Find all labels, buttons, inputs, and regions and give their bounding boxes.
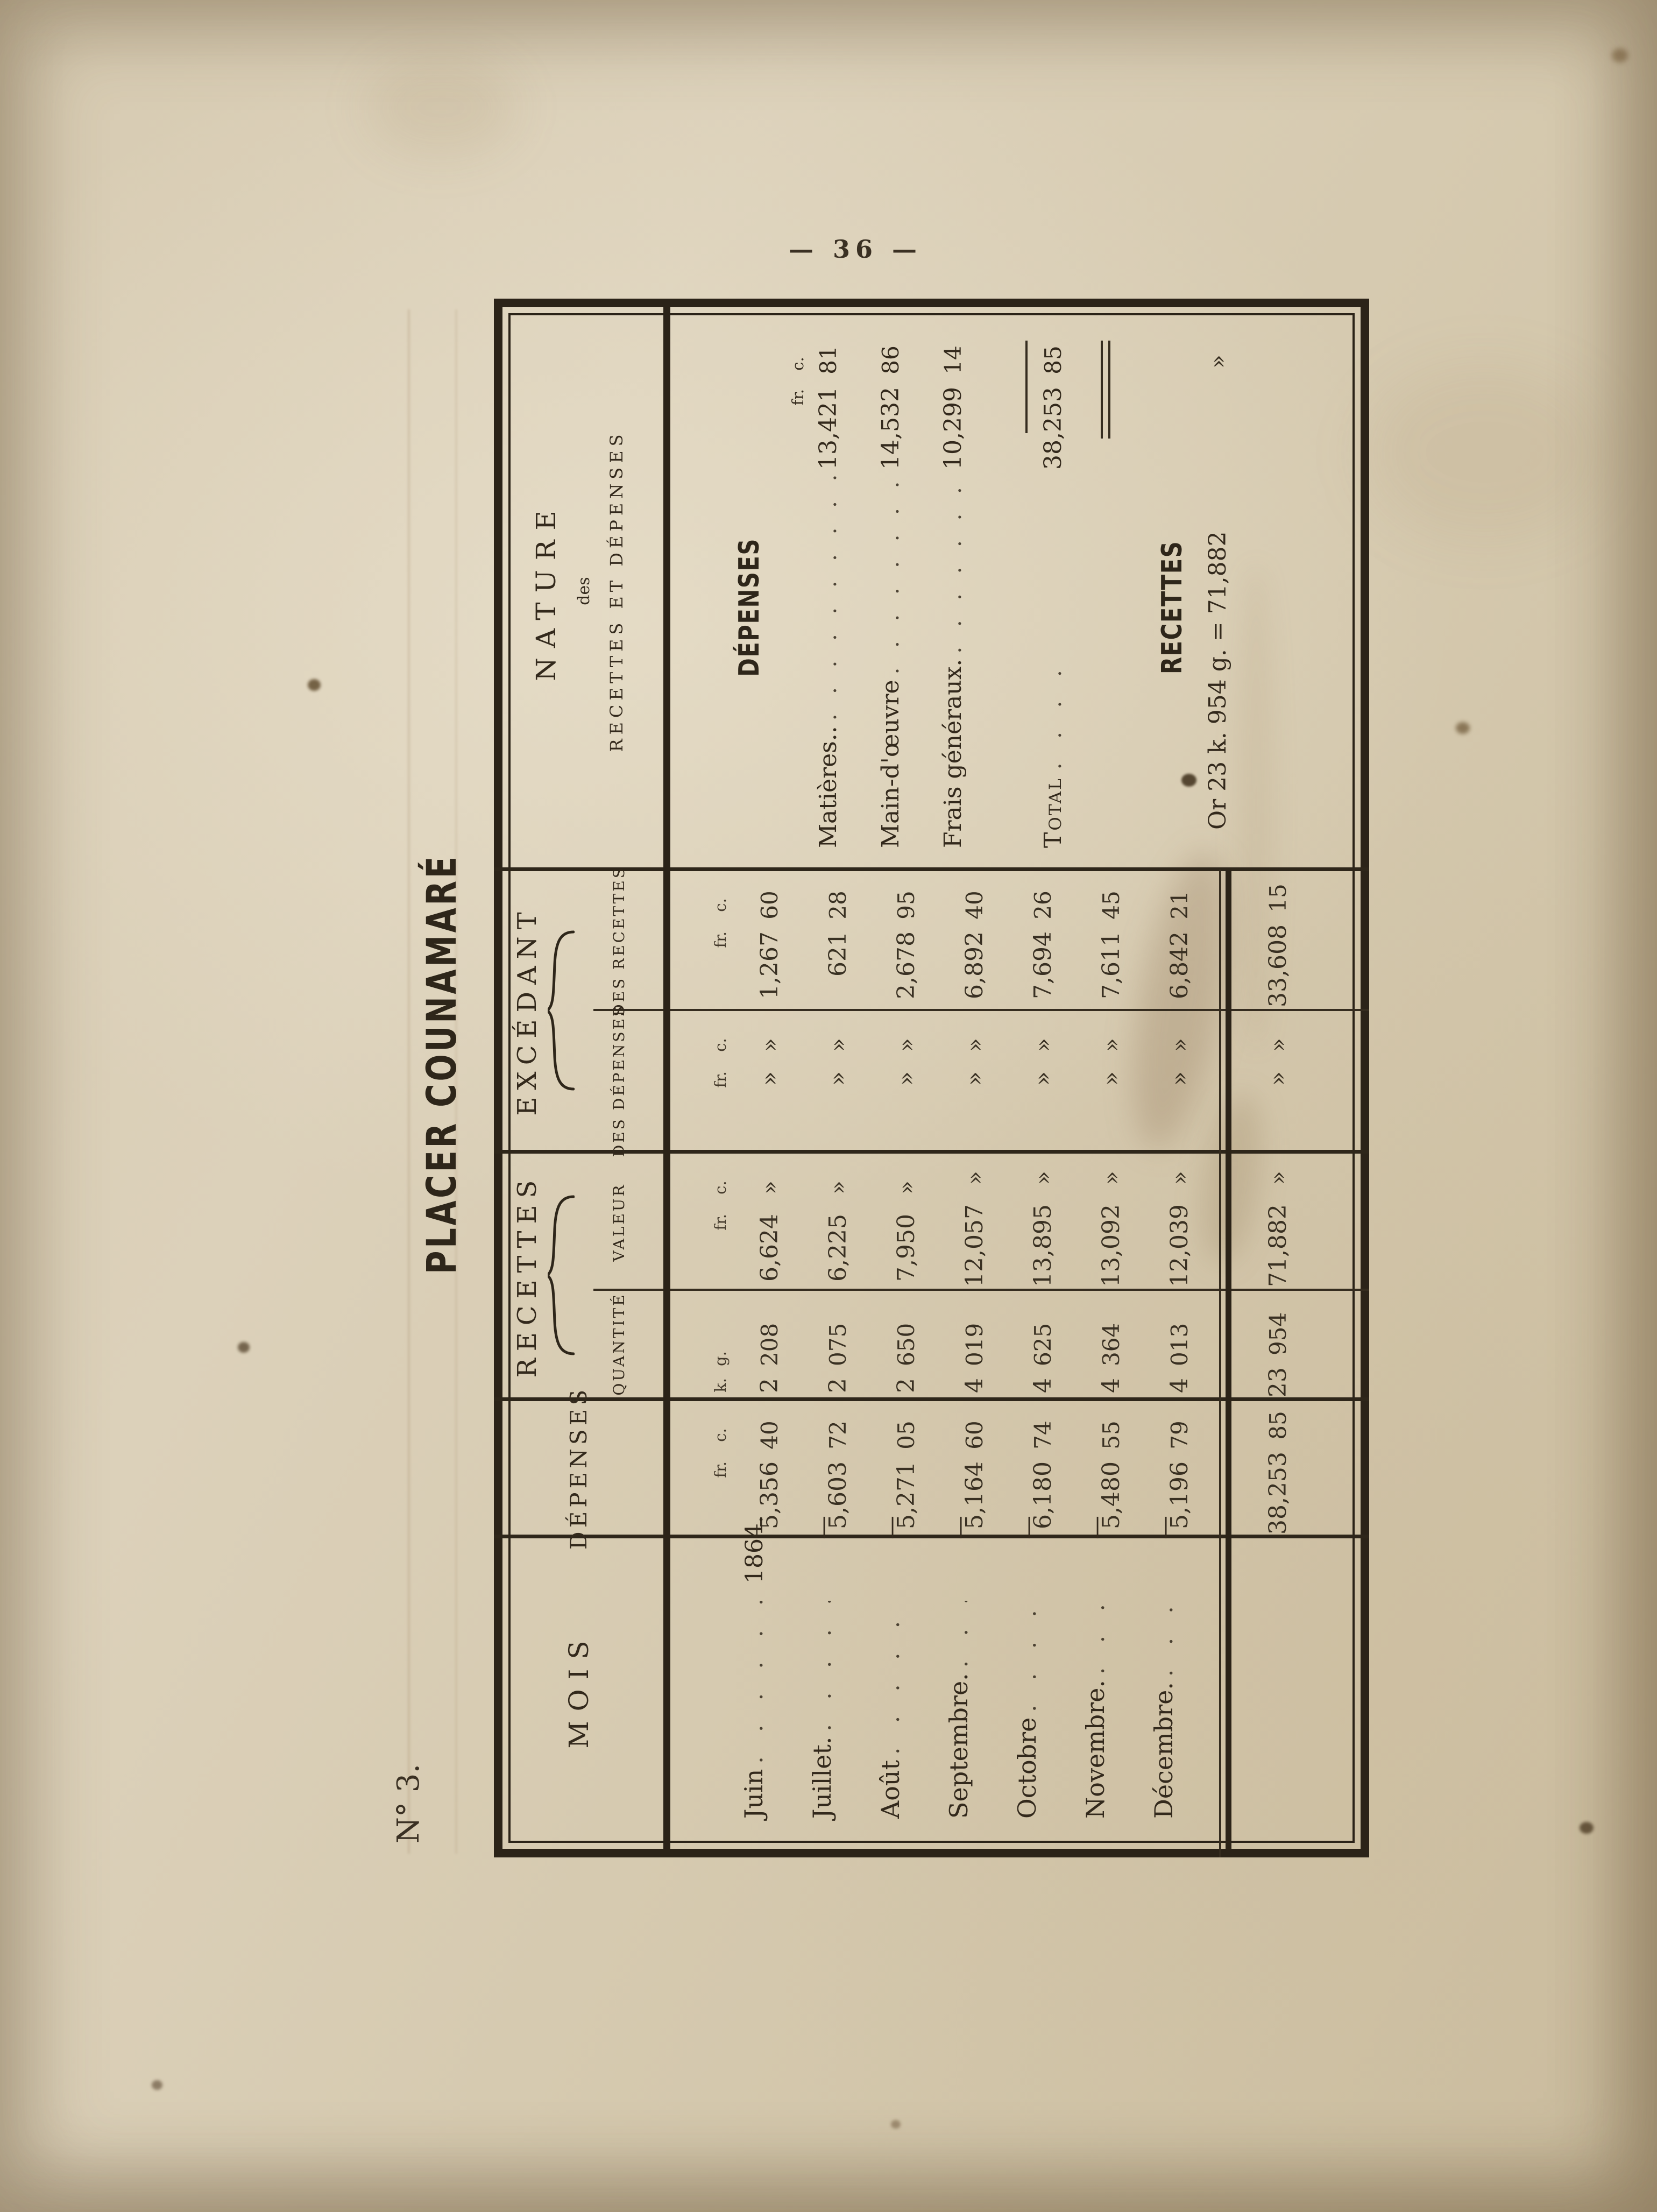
- cell-quantite: 2 650: [892, 1323, 920, 1393]
- cell-quantite: 4 013: [1165, 1323, 1193, 1393]
- cell-quantite: 4 019: [960, 1323, 988, 1393]
- total-underline: [1108, 341, 1110, 439]
- stain: [1456, 722, 1470, 734]
- cell-valeur: 7,950»: [892, 1181, 920, 1282]
- addition-rule: [1025, 341, 1028, 433]
- cell-excedant-depenses: »»: [755, 1038, 783, 1086]
- column-nature: DÉPENSES fr. c. Matières.. . . . . . . . …: [494, 315, 1369, 867]
- column-header-excedant-group: EXCÉDANT DES DÉPENSES DES RECETTES: [494, 866, 663, 1157]
- cell-depenses: 5,196 79: [1165, 1421, 1193, 1529]
- column-valeur: fr. c. 6,624» 6,225» 7,950» 12,057» 13,89…: [494, 1154, 1369, 1287]
- cell-quantite: 2 075: [824, 1323, 852, 1393]
- unit-label: k. g.: [711, 1351, 730, 1393]
- brace-icon: [548, 930, 575, 1091]
- column-quantite: k. g. 2 208 2 075 2 650 4 019 4 625 4 364 4 013 …: [494, 1291, 1369, 1397]
- row-mois: Octobre. . . . —: [1012, 1516, 1042, 1819]
- row-mois: Juillet.. . . . . —: [808, 1516, 837, 1819]
- column-divider: [494, 1397, 1369, 1401]
- total-underline: [1101, 341, 1103, 439]
- cell-excedant-depenses: »»: [892, 1038, 920, 1086]
- row-mois: Novembre.. . . —: [1081, 1516, 1110, 1819]
- fold-line: [408, 309, 410, 1854]
- total-valeur: 71,882»: [1264, 1171, 1292, 1287]
- nature-item: Main-d'œuvre . . . . . . . . . . 14,532 …: [877, 345, 904, 848]
- row-mois: Août. . . . . —: [876, 1516, 905, 1819]
- nature-item: Matières.. . . . . . . . . . . . . 13,42…: [815, 345, 842, 848]
- nature-total-line: Total . . . . 38,253 85: [1039, 345, 1067, 848]
- cell-valeur: 6,624»: [755, 1181, 783, 1282]
- column-excedant-depenses: fr. c. »» »» »» »» »» »» »» »»: [494, 1011, 1369, 1150]
- cell-valeur: 13,895»: [1029, 1171, 1057, 1287]
- nature-depenses-heading: DÉPENSES: [733, 538, 766, 677]
- cell-valeur: 12,039»: [1165, 1171, 1193, 1287]
- column-depenses: fr. c. 5,356 40 5,603 72 5,271 05 5,164 60 6,…: [494, 1401, 1369, 1535]
- table-title-text: PLACER COUNAMARÉ: [417, 854, 465, 1274]
- total-excedant-recettes: 33,608 15: [1264, 884, 1292, 1007]
- nature-item: Frais généraux. . . . . . . . . . 10,299…: [939, 345, 967, 848]
- nature-recettes-heading: RECETTES: [1156, 540, 1188, 674]
- row-mois: Septembre.. . . —: [944, 1516, 973, 1819]
- stain: [308, 679, 321, 691]
- cell-excedant-depenses: »»: [1097, 1038, 1125, 1086]
- total-quantite: 23 954: [1264, 1312, 1292, 1397]
- cell-quantite: 4 364: [1097, 1323, 1125, 1393]
- page-number: — 36 —: [788, 235, 923, 264]
- cell-depenses: 5,164 60: [960, 1421, 988, 1529]
- cell-excedant-depenses: »»: [1029, 1038, 1057, 1086]
- cell-excedant-recettes: 2,678 95: [892, 891, 920, 999]
- total-depenses: 38,253 85: [1264, 1411, 1292, 1535]
- column-excedant-recettes: fr. c. 1,267 60 621 28 2,678 95 6,892 40 7,69…: [494, 871, 1369, 1007]
- cell-excedant-depenses: »»: [1165, 1038, 1193, 1086]
- unit-label: fr. c.: [789, 357, 807, 406]
- cell-excedant-recettes: 7,694 26: [1029, 891, 1057, 999]
- cell-excedant-recettes: 7,611 45: [1097, 891, 1125, 999]
- column-header-recettes-group: RECETTES QUANTITÉ VALEUR: [494, 1154, 663, 1397]
- cell-excedant-recettes: 1,267 60: [755, 891, 783, 999]
- cell-depenses: 5,480 55: [1097, 1421, 1125, 1529]
- cell-quantite: 4 625: [1029, 1323, 1057, 1393]
- unit-label: fr. c.: [711, 1038, 730, 1088]
- column-mois: Juin. . . . . . 1864. Juillet.. . . . . — …: [494, 1516, 1369, 1841]
- stain: [238, 1342, 250, 1353]
- total-excedant-depenses: »»: [1264, 1038, 1292, 1086]
- cell-valeur: 13,092»: [1097, 1171, 1125, 1287]
- stain: [366, 59, 516, 156]
- unit-label: fr. c.: [711, 898, 730, 948]
- stain: [1366, 366, 1603, 538]
- doc-number-label: N° 3.: [391, 1763, 426, 1843]
- cell-depenses: 5,271 05: [892, 1421, 920, 1529]
- nature-or-line: Or 23 k. 954 g. = 71,882 »: [1204, 355, 1231, 830]
- cell-excedant-depenses: »»: [824, 1038, 852, 1086]
- cell-valeur: 12,057»: [960, 1171, 988, 1287]
- cell-excedant-recettes: 6,892 40: [960, 891, 988, 999]
- cell-depenses: 5,603 72: [824, 1421, 852, 1529]
- row-mois: Juin. . . . . . 1864.: [739, 1516, 768, 1819]
- cell-depenses: 5,356 40: [755, 1421, 783, 1529]
- cell-quantite: 2 208: [755, 1323, 783, 1393]
- stain: [891, 2120, 901, 2129]
- stain: [1612, 48, 1628, 62]
- cell-valeur: 6,225»: [824, 1181, 852, 1282]
- unit-label: fr. c.: [711, 1428, 730, 1478]
- ledger-table: MOIS DÉPENSES RECETTES QUANTITÉ VALEUR E…: [494, 299, 1369, 1857]
- row-mois: Décembre.. . . —: [1149, 1516, 1178, 1819]
- brace-icon: [548, 1196, 575, 1355]
- table-title: PLACER COUNAMARÉ: [415, 854, 467, 1274]
- cell-excedant-recettes: 621 28: [824, 891, 852, 977]
- cell-excedant-recettes: 6,842 21: [1165, 891, 1193, 999]
- cell-depenses: 6,180 74: [1029, 1421, 1057, 1529]
- cell-excedant-depenses: »»: [960, 1038, 988, 1086]
- unit-label: fr. c.: [711, 1181, 730, 1231]
- stain: [1580, 1822, 1594, 1834]
- stain: [152, 2080, 162, 2090]
